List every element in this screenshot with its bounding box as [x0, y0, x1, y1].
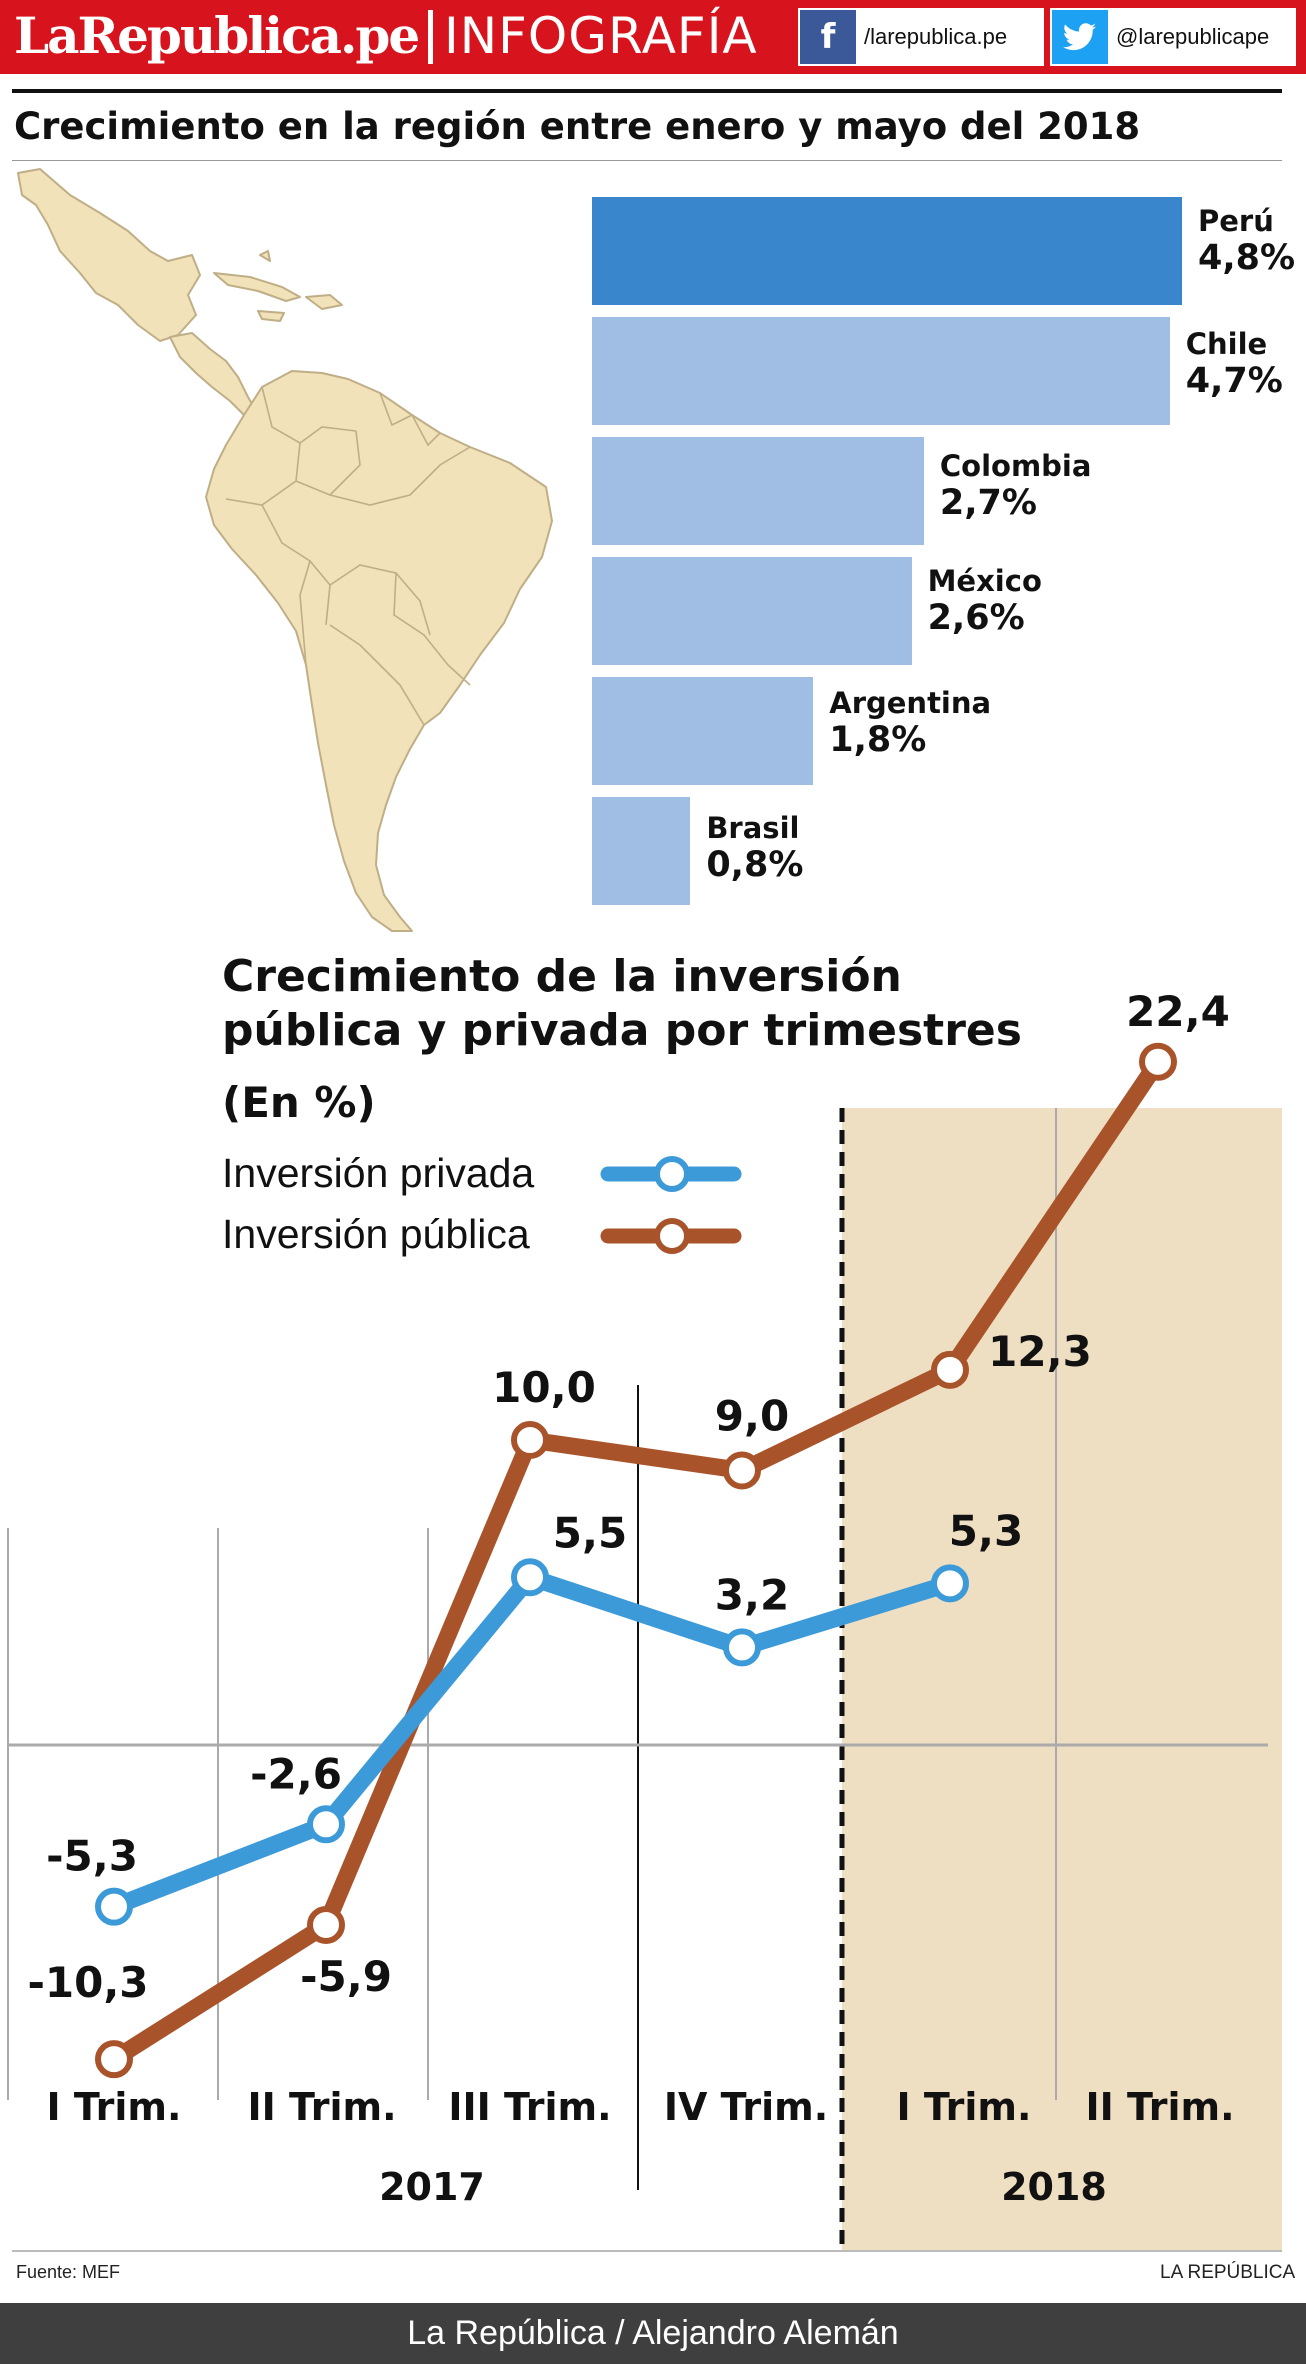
footer-rule — [12, 2250, 1282, 2252]
investment-line-chart: -10,3 -5,9 10,0 9,0 12,3 22,4 -5,3 -2,6 5,5 3,2 5,… — [7, 987, 1282, 2250]
bar-colombia — [592, 437, 924, 545]
point-privada — [307, 1805, 345, 1844]
point-publica — [511, 1421, 549, 1459]
legend — [600, 1156, 742, 1254]
line-publica — [105, 1053, 1167, 2068]
country-name: Perú — [1198, 204, 1274, 238]
x-axis-labels: I Trim. II Trim. III Trim. IV Trim. I Tr… — [47, 2085, 1235, 2209]
title-underline — [12, 160, 1282, 161]
country-value: 0,8% — [706, 845, 804, 886]
country-value: 1,8% — [829, 720, 927, 761]
bar-mexico — [592, 557, 912, 665]
bar-label-argentina: Argentina 1,8% — [829, 686, 992, 761]
point-privada — [931, 1564, 969, 1603]
country-name: México — [927, 564, 1042, 598]
bar-brasil — [592, 797, 691, 905]
legend-swatch-privada — [600, 1156, 742, 1192]
label-privada: 5,3 — [949, 1506, 1023, 1555]
source-note: Fuente: MEF — [16, 2262, 121, 2282]
label-privada: 5,5 — [553, 1508, 627, 1557]
label-publica: 10,0 — [492, 1363, 596, 1412]
brand-logo[interactable]: LaRepublica.pe — [14, 6, 420, 65]
top-rule — [12, 89, 1282, 93]
point-privada — [723, 1628, 761, 1667]
country-value: 2,7% — [939, 483, 1037, 524]
country-name: Colombia — [939, 449, 1092, 483]
country-name: Brasil — [706, 811, 800, 845]
bar-label-peru: Perú 4,8% — [1198, 204, 1296, 279]
label-privada: 3,2 — [715, 1570, 789, 1619]
twitter-handle: @larepublicape — [1116, 24, 1270, 49]
country-value: 2,6% — [927, 598, 1025, 639]
label-publica: 9,0 — [715, 1392, 789, 1441]
label-publica: 22,4 — [1126, 987, 1230, 1036]
chart2-unit: (En %) — [222, 1078, 376, 1127]
series-layer — [95, 1042, 1177, 2079]
x-tick-label: II Trim. — [1085, 2085, 1234, 2129]
credit-text: La República / Alejandro Alemán — [407, 2314, 899, 2352]
bar-label-mexico: México 2,6% — [927, 564, 1042, 639]
point-publica — [95, 2040, 133, 2079]
bar-peru — [592, 197, 1182, 305]
point-publica — [723, 1451, 761, 1490]
bar-label-brasil: Brasil 0,8% — [706, 811, 804, 886]
year-label-2018: 2018 — [1001, 2165, 1107, 2209]
label-privada: -5,3 — [46, 1832, 138, 1881]
latin-america-map — [17, 168, 553, 932]
facebook-handle: /larepublica.pe — [864, 24, 1008, 49]
point-privada — [511, 1558, 549, 1597]
facebook-icon: f — [800, 10, 856, 64]
x-tick-label: I Trim. — [47, 2085, 182, 2129]
footer-brand: LA REPÚBLICA — [1160, 2262, 1296, 2283]
header-divider — [428, 10, 433, 64]
x-tick-label: III Trim. — [448, 2085, 611, 2129]
legend-label-privada: Inversión privada — [222, 1150, 535, 1196]
label-publica: 12,3 — [988, 1327, 1092, 1376]
twitter-link[interactable]: @larepublicape — [1050, 8, 1296, 66]
point-privada — [95, 1887, 133, 1926]
chart1-title: Crecimiento en la región entre enero y m… — [14, 105, 1141, 148]
year-label-2017: 2017 — [379, 2165, 485, 2209]
credit-band — [0, 2303, 1306, 2364]
twitter-icon — [1052, 10, 1108, 64]
x-tick-label: I Trim. — [897, 2085, 1032, 2129]
country-name: Chile — [1185, 327, 1268, 361]
label-publica: -10,3 — [27, 1958, 148, 2007]
legend-swatch-publica — [600, 1218, 742, 1254]
line-privada — [105, 1568, 959, 1916]
legend-label-publica: Inversión pública — [222, 1211, 530, 1257]
chart2-title: Crecimiento de la inversión pública y pr… — [222, 951, 1022, 1056]
point-publica — [1139, 1042, 1177, 1081]
bar-chile — [592, 317, 1170, 425]
label-privada: -2,6 — [250, 1749, 342, 1798]
x-tick-label: IV Trim. — [664, 2085, 828, 2129]
country-name: Argentina — [829, 686, 992, 720]
data-labels: -10,3 -5,9 10,0 9,0 12,3 22,4 -5,3 -2,6 5,5 3,2 5,… — [27, 987, 1229, 2007]
year-2018-shading — [842, 1108, 1282, 2250]
bar-label-colombia: Colombia 2,7% — [939, 449, 1092, 524]
point-publica — [307, 1905, 345, 1944]
bar-label-chile: Chile 4,7% — [1185, 327, 1283, 402]
point-publica — [931, 1350, 969, 1389]
label-publica: -5,9 — [300, 1952, 392, 2001]
facebook-link[interactable]: f /larepublica.pe — [798, 8, 1044, 66]
vertical-gridlines — [7, 1108, 1057, 2190]
x-tick-label: II Trim. — [247, 2085, 396, 2129]
country-value: 4,7% — [1185, 361, 1283, 402]
bar-argentina — [592, 677, 814, 785]
country-value: 4,8% — [1198, 238, 1296, 279]
section-title: INFOGRAFÍA — [444, 7, 758, 65]
